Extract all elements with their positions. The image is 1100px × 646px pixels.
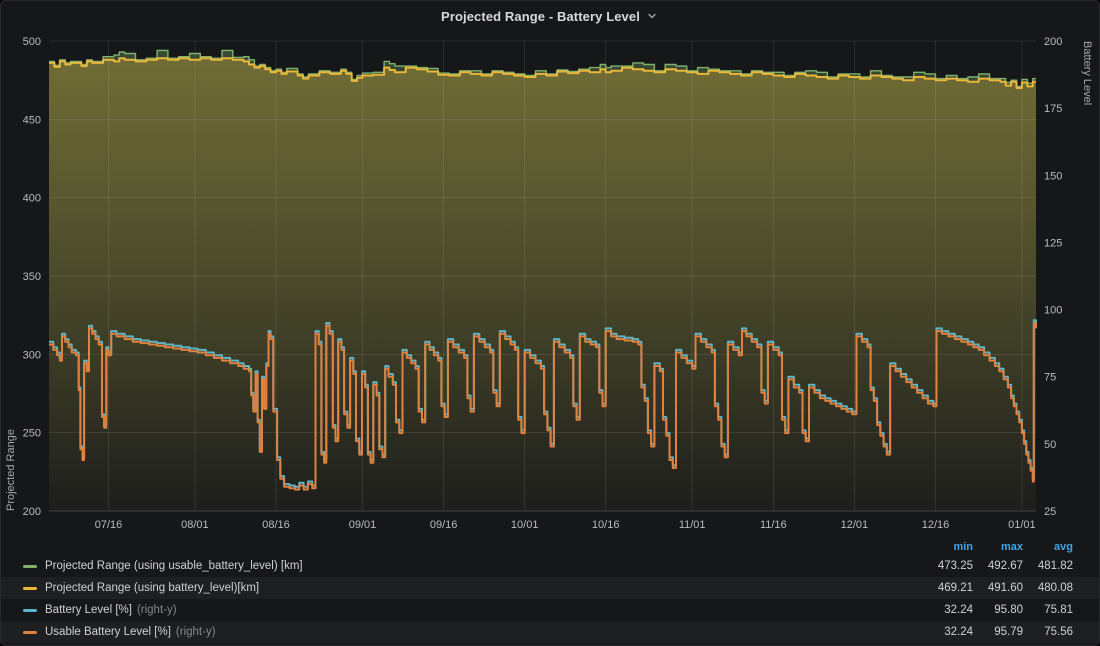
- x-tick-label: 10/16: [592, 519, 620, 531]
- chart-canvas[interactable]: 500 450 400 350 300 250 200 200 175 150 125 100 75 50…: [1, 1, 1100, 535]
- y-tick-label-left: 200: [23, 506, 41, 518]
- y-axis-left-title: Projected Range: [5, 429, 17, 511]
- legend-header: min max avg: [1, 538, 1099, 555]
- x-tick-label: 12/16: [922, 519, 950, 531]
- y-tick-label-right: 75: [1044, 372, 1056, 384]
- x-tick-label: 10/01: [511, 519, 539, 531]
- legend-row: Usable Battery Level [%] (right-y) 32.24 95…: [1, 621, 1099, 643]
- legend-row: Projected Range (using battery_level)[km…: [1, 577, 1099, 599]
- legend-col-min[interactable]: min: [953, 540, 973, 553]
- legend-swatch: [23, 630, 37, 634]
- legend-stat-avg: 75.81: [1044, 604, 1073, 616]
- legend-stat-max: 492.67: [987, 560, 1023, 572]
- legend-series-label[interactable]: Projected Range (using battery_level)[km…: [45, 582, 260, 594]
- legend-stat-max: 95.79: [994, 626, 1023, 638]
- legend-stat-min: 473.25: [937, 560, 973, 572]
- legend-stat-avg: 75.56: [1044, 626, 1073, 638]
- legend-row: Battery Level [%] (right-y) 32.24 95.80 75.8…: [1, 599, 1099, 621]
- x-tick-label: 07/16: [95, 519, 123, 531]
- legend-series-label[interactable]: Usable Battery Level [%]: [45, 626, 171, 638]
- legend-stat-max: 95.80: [994, 604, 1023, 616]
- x-tick-label: 11/01: [679, 519, 706, 531]
- legend-swatch: [23, 564, 37, 568]
- legend-series-label[interactable]: Battery Level [%]: [45, 604, 132, 616]
- legend-stat-max: 491.60: [987, 582, 1023, 594]
- x-tick-label: 01/01: [1008, 519, 1036, 531]
- legend-stat-min: 32.24: [944, 604, 973, 616]
- legend-stat-avg: 480.08: [1037, 582, 1073, 594]
- x-tick-label: 08/01: [181, 519, 209, 531]
- chevron-down-icon[interactable]: [645, 9, 659, 23]
- y-tick-label-left: 450: [23, 114, 41, 126]
- y-tick-label-left: 400: [23, 193, 41, 205]
- legend-stat-min: 32.24: [944, 626, 973, 638]
- x-tick-label: 09/01: [349, 519, 377, 531]
- x-tick-label: 11/16: [760, 519, 787, 531]
- y-tick-label-right: 200: [1044, 36, 1062, 48]
- area-fill: [49, 58, 1036, 511]
- legend-col-max[interactable]: max: [1000, 540, 1023, 553]
- panel-header[interactable]: Projected Range - Battery Level: [1, 1, 1099, 31]
- legend-stat-min: 469.21: [937, 582, 973, 594]
- y-tick-label-right: 25: [1044, 506, 1056, 518]
- panel-title: Projected Range - Battery Level: [441, 8, 640, 24]
- y-axis-right-title: Battery Level: [1081, 41, 1093, 106]
- y-tick-label-left: 350: [23, 271, 41, 283]
- legend-swatch: [23, 608, 37, 612]
- series-line-3: [49, 322, 1037, 491]
- x-tick-label: 12/01: [841, 519, 869, 531]
- x-tick-label: 09/16: [430, 519, 458, 531]
- legend-col-avg[interactable]: avg: [1054, 540, 1073, 553]
- x-tick-label: 08/16: [262, 519, 290, 531]
- y-tick-label-left: 250: [23, 428, 41, 440]
- legend-series-label[interactable]: Projected Range (using usable_battery_le…: [45, 560, 303, 572]
- legend-swatch: [23, 586, 37, 590]
- y-tick-label-left: 500: [23, 36, 41, 48]
- y-tick-label-right: 50: [1044, 439, 1056, 451]
- y-tick-label-right: 150: [1044, 170, 1062, 182]
- legend-row: Projected Range (using usable_battery_le…: [1, 555, 1099, 577]
- legend-stat-avg: 481.82: [1037, 560, 1073, 572]
- legend: min max avg Projected Range (using usabl…: [1, 538, 1099, 643]
- y-tick-label-right: 175: [1044, 103, 1062, 115]
- legend-right-y-tag: (right-y): [136, 604, 177, 616]
- legend-right-y-tag: (right-y): [175, 626, 216, 638]
- y-tick-label-left: 300: [23, 349, 41, 361]
- y-tick-label-right: 100: [1044, 305, 1062, 317]
- legend-rows: Projected Range (using usable_battery_le…: [1, 555, 1099, 643]
- y-tick-label-right: 125: [1044, 237, 1062, 249]
- series-line-1: [49, 57, 1036, 89]
